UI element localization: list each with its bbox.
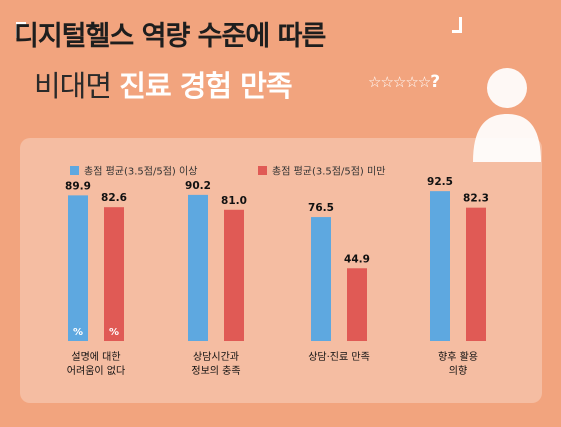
unit-label-1: % [73, 327, 83, 338]
legend-label-2: 총점 평균(3.5점/5점) 미만 [272, 166, 385, 178]
page-subtitle: 비대면 진료 경험 만족 [34, 63, 293, 105]
subtitle-emphasis: 진료 경험 만족 [119, 69, 292, 103]
title-bracket-open [16, 22, 26, 38]
bar-1-2 [104, 207, 124, 341]
bar-2-1 [188, 194, 208, 341]
category-label-2-line-2: 정보의 충족 [191, 365, 240, 377]
bar-2-2 [224, 209, 244, 341]
legend-swatch-1 [70, 166, 79, 175]
category-label-1-line-2: 어려움이 없다 [67, 364, 125, 377]
value-label-2-1: 90.2 [185, 180, 211, 192]
value-label-3-2: 44.9 [344, 253, 370, 265]
value-label-3-1: 76.5 [308, 202, 334, 214]
unit-label-2: % [109, 327, 119, 338]
bar-4-2 [466, 207, 486, 341]
bar-3-1 [311, 217, 331, 341]
bar-3-2 [347, 268, 367, 341]
subtitle-plain: 비대면 [34, 69, 112, 103]
rating-stars: ☆☆☆☆☆? [368, 72, 440, 92]
value-label-1-2: 82.6 [101, 192, 127, 204]
bar-4-1 [430, 191, 450, 341]
category-label-3-line-1: 상담·진료 만족 [308, 351, 370, 363]
person-icon [473, 68, 541, 162]
value-label-2-2: 81.0 [221, 195, 247, 207]
star-icons: ☆☆☆☆☆ [368, 73, 431, 91]
value-label-4-1: 92.5 [427, 176, 453, 188]
category-label-4-line-2: 의향 [449, 365, 467, 377]
category-label-2-line-1: 상담시간과 [193, 351, 239, 363]
title-bracket-close [452, 17, 462, 33]
question-mark: ? [430, 72, 440, 92]
value-label-4-2: 82.3 [463, 193, 489, 205]
bar-1-1 [68, 195, 88, 341]
value-label-1-1: 89.9 [65, 180, 91, 192]
category-label-1-line-1: 설명에 대한 [71, 351, 120, 363]
legend-label-1: 총점 평균(3.5점/5점) 이상 [84, 166, 197, 178]
legend-swatch-2 [258, 166, 267, 175]
page-title: 디지털헬스 역량 수준에 따른 [14, 21, 326, 52]
category-label-4-line-1: 향후 활용 [438, 350, 478, 363]
